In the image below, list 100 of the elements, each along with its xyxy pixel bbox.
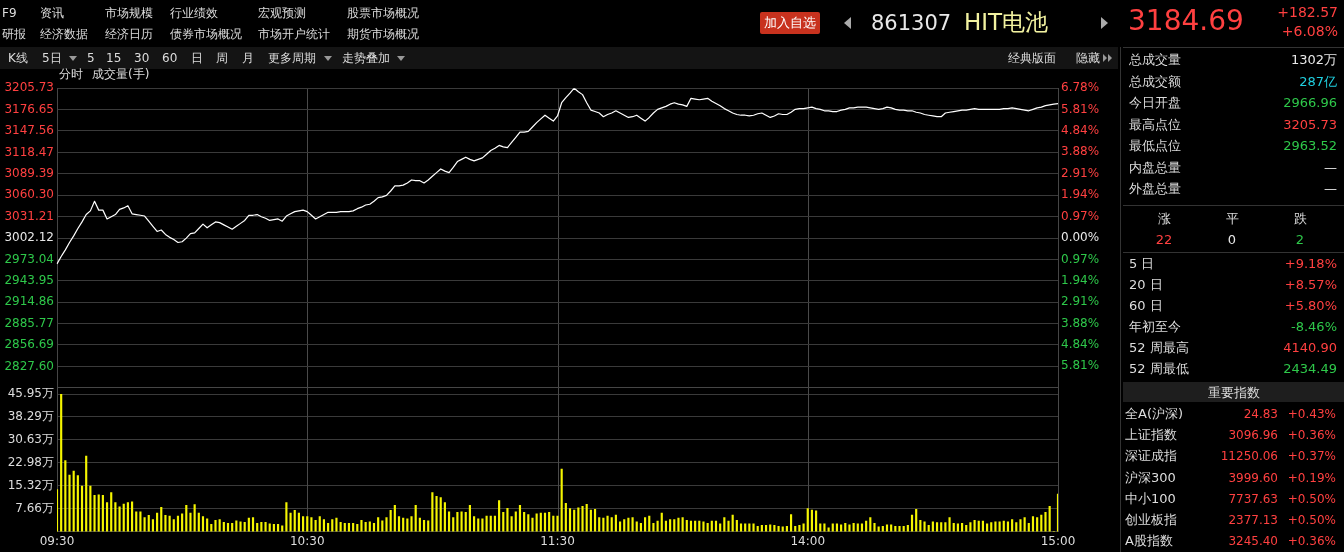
- bar: [1006, 521, 1010, 532]
- bar: [990, 522, 993, 532]
- text: +0.36%: [1287, 427, 1336, 444]
- y-tick-label: 22.98万: [7, 454, 54, 469]
- bar: [944, 522, 947, 532]
- bar: [118, 506, 121, 532]
- text: 加入自选: [760, 12, 820, 34]
- y-tick-label: 3147.56: [4, 123, 54, 138]
- y2-tick-label: 4.84%: [1061, 337, 1100, 352]
- bar: [64, 460, 67, 532]
- bar: [481, 518, 484, 532]
- text: +6.08%: [1281, 23, 1338, 40]
- bar: [385, 517, 388, 532]
- y-tick-label: 7.66万: [15, 500, 54, 515]
- text: 研报: [2, 27, 26, 41]
- bar: [869, 517, 872, 532]
- text: 深证成指: [1125, 448, 1177, 465]
- bar: [68, 474, 71, 532]
- text: 5: [87, 51, 95, 65]
- bar: [681, 517, 684, 532]
- y-tick-label: 2943.95: [4, 272, 54, 287]
- y2-tick-label: 2.91%: [1061, 294, 1100, 309]
- bar: [635, 521, 638, 532]
- bar: [994, 521, 997, 532]
- bar: [397, 516, 401, 532]
- bar: [368, 521, 371, 532]
- y-tick-label: 45.95万: [7, 386, 54, 401]
- text: 中小100: [1125, 490, 1176, 507]
- bar: [1056, 493, 1058, 532]
- bar: [235, 520, 238, 532]
- bar: [781, 526, 784, 532]
- text: 3999.60: [1228, 469, 1278, 486]
- bar: [998, 521, 1001, 532]
- text: 2: [1294, 232, 1306, 248]
- text: 最低点位: [1129, 138, 1181, 154]
- bar: [935, 522, 939, 532]
- text: 1302万: [1290, 52, 1337, 68]
- y-tick-label: 15.32万: [7, 477, 54, 492]
- text: 52 周最高: [1129, 340, 1189, 356]
- bar: [101, 495, 104, 532]
- bar: [1048, 506, 1051, 532]
- bar: [239, 521, 242, 532]
- y2-tick-label: 2.91%: [1061, 165, 1100, 180]
- y-tick-label: 3031.21: [4, 208, 54, 223]
- bar: [585, 504, 588, 532]
- y-tick-label: 3002.12: [4, 230, 54, 245]
- bar: [435, 495, 438, 532]
- text: -8.46%: [1291, 319, 1337, 335]
- bar: [206, 518, 209, 532]
- text: 5日: [42, 51, 62, 65]
- bar: [702, 521, 705, 532]
- text: +0.37%: [1287, 448, 1336, 465]
- text: 走势叠加: [342, 51, 390, 65]
- bar: [72, 470, 75, 532]
- x-tick-label: 11:30: [540, 533, 575, 548]
- text: 年初至今: [1129, 319, 1181, 335]
- bar: [593, 509, 597, 532]
- text: HIT电池: [964, 8, 1049, 36]
- y2-tick-label: 3.88%: [1061, 144, 1100, 159]
- y-tick-label: 2856.69: [4, 337, 54, 352]
- bar: [456, 512, 459, 532]
- bar: [948, 517, 951, 532]
- bar: [564, 503, 567, 532]
- y2-tick-label: 3.88%: [1061, 315, 1100, 330]
- bar: [873, 522, 876, 532]
- bar: [285, 502, 288, 532]
- y2-tick-label: 6.78%: [1061, 80, 1100, 95]
- bar: [1044, 512, 1047, 532]
- bar: [606, 515, 609, 532]
- text: 经典版面: [1008, 51, 1056, 65]
- y-tick-label: 2973.04: [4, 251, 54, 266]
- y-tick-label: 3089.39: [4, 165, 54, 180]
- bar: [915, 509, 918, 532]
- bar: [431, 492, 434, 532]
- text: 债券市场概况: [170, 27, 242, 41]
- text: 2963.52: [1283, 138, 1337, 154]
- text: F9: [2, 6, 17, 20]
- bar: [723, 517, 726, 532]
- y2-tick-label: 0.00%: [1061, 230, 1100, 245]
- bar: [185, 504, 188, 532]
- bar: [126, 502, 129, 532]
- text: 4140.90: [1283, 340, 1337, 356]
- bar: [631, 517, 634, 532]
- bar: [143, 517, 146, 532]
- text: 跌: [1292, 211, 1308, 227]
- bar: [1036, 517, 1039, 532]
- text: 总成交量: [1129, 52, 1181, 68]
- text: 周: [216, 51, 228, 65]
- text: —: [1324, 181, 1337, 197]
- bar: [940, 522, 943, 532]
- bar: [752, 523, 755, 532]
- y-tick-label: 2914.86: [4, 294, 54, 309]
- x-tick-label: 10:30: [289, 533, 325, 548]
- bar: [556, 515, 559, 532]
- text: 宏观预测: [258, 6, 306, 20]
- text: 5 日: [1129, 256, 1155, 272]
- y-tick-label: 38.29万: [7, 409, 54, 424]
- text: 今日开盘: [1129, 95, 1181, 111]
- bar: [777, 525, 780, 532]
- text: 涨: [1156, 211, 1172, 227]
